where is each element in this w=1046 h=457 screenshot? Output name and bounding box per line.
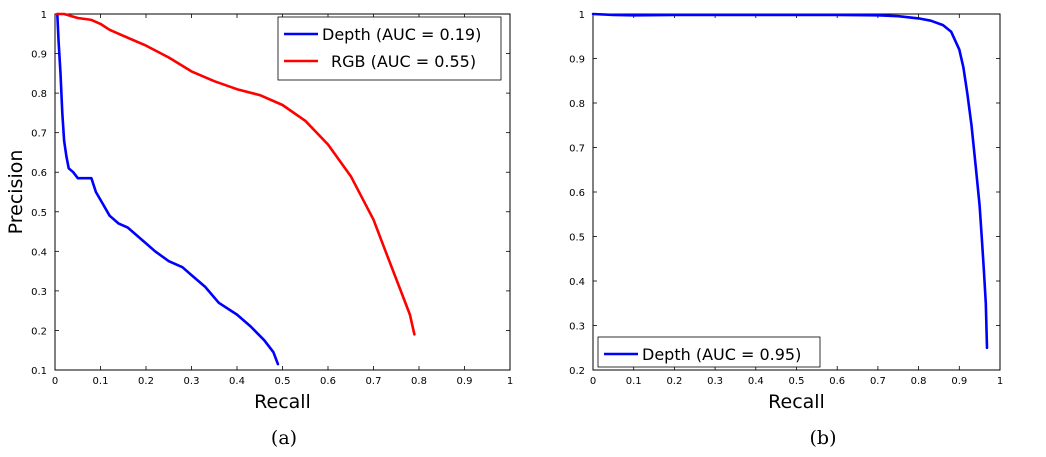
- legend: Depth (AUC = 0.95): [597, 336, 821, 368]
- x-tick-label: 0.5: [789, 376, 805, 387]
- y-tick-label: 0.2: [569, 366, 585, 377]
- y-tick-label: 0.6: [569, 188, 585, 199]
- x-tick-label: 0.3: [184, 376, 200, 387]
- series-line-0: [55, 12, 280, 366]
- x-tick-label: 1: [507, 376, 513, 387]
- y-tick-label: 0.3: [569, 322, 585, 333]
- y-tick-label: 0.8: [31, 89, 47, 100]
- x-axis-label: Recall: [254, 391, 311, 413]
- x-axis-label: Recall: [768, 391, 825, 413]
- x-tick-label: 0.5: [275, 376, 291, 387]
- x-tick-label: 0.9: [951, 376, 967, 387]
- x-tick-label: 1: [997, 376, 1003, 387]
- x-tick-label: 0.7: [366, 376, 382, 387]
- x-tick-label: 0.6: [829, 376, 845, 387]
- y-tick-label: 0.4: [569, 277, 585, 288]
- x-tick-label: 0.2: [138, 376, 154, 387]
- y-tick-label: 1: [579, 10, 585, 21]
- y-tick-label: 1: [41, 10, 47, 21]
- series-line-1: [55, 12, 416, 336]
- legend: Depth (AUC = 0.19) RGB (AUC = 0.55): [277, 16, 502, 81]
- series-line-0: [591, 12, 989, 350]
- subfigure-caption: (b): [810, 427, 837, 449]
- y-tick-label: 0.5: [569, 233, 585, 244]
- x-tick-label: 0.8: [911, 376, 927, 387]
- legend-label-1: RGB (AUC = 0.55): [331, 52, 476, 71]
- legend-box: [597, 336, 821, 368]
- x-tick-label: 0.2: [666, 376, 682, 387]
- x-tick-label: 0.6: [320, 376, 336, 387]
- y-tick-label: 0.2: [31, 326, 47, 337]
- y-tick-label: 0.5: [31, 208, 47, 219]
- x-tick-label: 0.7: [870, 376, 886, 387]
- legend-label-0: Depth (AUC = 0.95): [642, 345, 801, 364]
- x-tick-label: 0: [590, 376, 596, 387]
- x-tick-label: 0: [52, 376, 58, 387]
- y-axis-label: Precision: [5, 150, 27, 235]
- x-tick-label: 0.8: [411, 376, 427, 387]
- y-tick-label: 0.4: [31, 247, 47, 258]
- x-tick-label: 0.9: [457, 376, 473, 387]
- y-tick-label: 0.6: [31, 168, 47, 179]
- x-tick-label: 0.4: [229, 376, 245, 387]
- x-tick-label: 0.1: [93, 376, 109, 387]
- y-tick-label: 0.9: [569, 55, 585, 66]
- y-tick-label: 0.3: [31, 287, 47, 298]
- chart-a: 0 0.1 0.2 0.3 0.4 0.5 0.6 0.7 0.8 0.9 1 0.1 0.2 0.3 0.…: [5, 10, 513, 449]
- x-tick-label: 0.3: [707, 376, 723, 387]
- chart-b: 0 0.1 0.2 0.3 0.4 0.5 0.6 0.7 0.8 0.9 1 0.2 0.3 0.4 0.…: [569, 10, 1003, 449]
- y-tick-label: 0.1: [31, 366, 47, 377]
- x-tick-label: 0.4: [748, 376, 764, 387]
- plot-frame: [592, 13, 1001, 371]
- legend-label-0: Depth (AUC = 0.19): [322, 25, 481, 44]
- legend-box: [277, 16, 502, 81]
- x-tick-label: 0.1: [626, 376, 642, 387]
- y-tick-label: 0.7: [31, 129, 47, 140]
- y-tick-label: 0.7: [569, 144, 585, 155]
- y-tick-label: 0.9: [31, 50, 47, 61]
- y-tick-label: 0.8: [569, 99, 585, 110]
- subfigure-caption: (a): [271, 427, 297, 449]
